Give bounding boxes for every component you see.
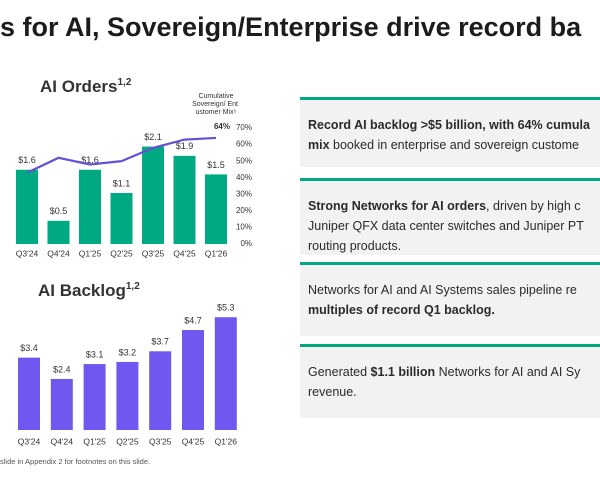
chart-title-text: AI Backlog <box>38 281 126 300</box>
panel-line: Juniper QFX data center switches and Jun… <box>308 216 600 236</box>
x-tick-label: Q1'25 <box>83 436 106 446</box>
panel-line: mix booked in enterprise and sovereign c… <box>308 135 600 155</box>
panel-text: Record AI backlog >$5 billion, with 64% … <box>308 118 590 132</box>
value-label: $1.1 <box>113 178 131 188</box>
bar <box>205 174 227 244</box>
y2-tick-label: 30% <box>236 189 252 198</box>
x-tick-label: Q4'24 <box>51 436 74 446</box>
panel-text: Networks for AI and AI Systems sales pip… <box>308 283 577 297</box>
x-tick-label: Q4'25 <box>182 436 205 446</box>
x-tick-label: Q3'24 <box>18 436 41 446</box>
chart-title: AI Backlog1,2 <box>38 281 140 301</box>
chart-title-note: 1,2 <box>117 77 131 88</box>
value-label: $2.4 <box>53 364 71 374</box>
line-value-label: 64% <box>214 122 230 131</box>
y2-tick-label: 20% <box>236 206 252 215</box>
text-panel: Generated $1.1 billion Networks for AI a… <box>300 344 600 418</box>
y2-tick-label: 10% <box>236 223 252 232</box>
panel-text: Networks for AI and AI Sy <box>435 365 581 379</box>
x-tick-label: Q4'24 <box>47 248 70 258</box>
panel-text: routing products. <box>308 239 402 253</box>
bar <box>142 146 164 244</box>
bar <box>173 155 196 244</box>
panel-text: multiples of record Q1 backlog. <box>308 303 495 317</box>
panel-text: booked in enterprise and sovereign custo… <box>329 138 580 152</box>
value-label: $3.1 <box>86 349 104 359</box>
line-series-name: Cumulative Sovereign/ Ent ustomer Mix⁵ <box>192 93 240 116</box>
bar <box>79 169 101 244</box>
y2-tick-label: 50% <box>236 156 252 165</box>
panel-line: Networks for AI and AI Systems sales pip… <box>308 280 600 300</box>
bar <box>149 351 172 430</box>
panel-text: revenue. <box>308 385 357 399</box>
footnote: slide in Appendix 2 for footnotes on thi… <box>0 457 151 466</box>
x-tick-label: Q4'25 <box>173 248 196 258</box>
chart-title-text: AI Orders <box>40 77 117 96</box>
value-label: $4.7 <box>184 315 202 325</box>
value-label: $0.5 <box>50 206 68 216</box>
value-label: $5.3 <box>217 303 235 313</box>
value-label: $1.6 <box>18 155 36 165</box>
value-label: $1.5 <box>207 160 225 170</box>
value-label: $2.1 <box>144 132 162 142</box>
panel-text: Juniper QFX data center switches and Jun… <box>308 219 584 233</box>
bar <box>18 357 40 430</box>
y2-tick-label: 70% <box>236 123 252 132</box>
text-panel: Record AI backlog >$5 billion, with 64% … <box>300 97 600 167</box>
x-tick-label: Q1'26 <box>205 248 228 258</box>
text-panel: Networks for AI and AI Systems sales pip… <box>300 262 600 336</box>
panel-text: , driven by high c <box>486 199 581 213</box>
text-panel: Strong Networks for AI orders, driven by… <box>300 178 600 255</box>
y2-tick-label: 40% <box>236 173 252 182</box>
panel-line: revenue. <box>308 382 600 402</box>
chart-title-note: 1,2 <box>126 281 140 292</box>
bar <box>16 169 38 244</box>
x-tick-label: Q2'25 <box>110 248 133 258</box>
bar <box>182 330 204 430</box>
value-label: $3.4 <box>20 343 38 353</box>
bar <box>214 317 237 430</box>
x-tick-label: Q1'26 <box>215 436 238 446</box>
panel-text: $1.1 billion <box>370 365 436 379</box>
bar <box>110 192 133 244</box>
y2-tick-label: 0% <box>240 239 252 248</box>
panel-text: Generated <box>308 365 371 379</box>
x-tick-label: Q3'24 <box>16 248 39 258</box>
panel-line: Record AI backlog >$5 billion, with 64% … <box>308 115 600 135</box>
bar <box>50 378 73 430</box>
value-label: $3.2 <box>119 347 137 357</box>
x-tick-label: Q1'25 <box>79 248 102 258</box>
bar <box>116 361 139 430</box>
panel-line: Strong Networks for AI orders, driven by… <box>308 196 600 216</box>
panel-line: multiples of record Q1 backlog. <box>308 300 600 320</box>
x-tick-label: Q3'25 <box>149 436 172 446</box>
bar <box>47 220 70 244</box>
panel-text: mix <box>308 138 330 152</box>
value-label: $1.9 <box>176 141 194 151</box>
panel-line: Generated $1.1 billion Networks for AI a… <box>308 362 600 382</box>
bar <box>83 364 106 430</box>
chart-title: AI Orders1,2 <box>40 77 132 97</box>
line-series <box>26 136 217 174</box>
panel-text: Strong Networks for AI orders <box>308 199 487 213</box>
x-tick-label: Q3'25 <box>142 248 165 258</box>
slide-title: s for AI, Sovereign/Enterprise drive rec… <box>0 12 582 42</box>
x-tick-label: Q2'25 <box>116 436 139 446</box>
panel-line: routing products. <box>308 236 600 255</box>
value-label: $3.7 <box>151 337 169 347</box>
value-label: $1.6 <box>81 155 99 165</box>
y2-tick-label: 60% <box>236 140 252 149</box>
